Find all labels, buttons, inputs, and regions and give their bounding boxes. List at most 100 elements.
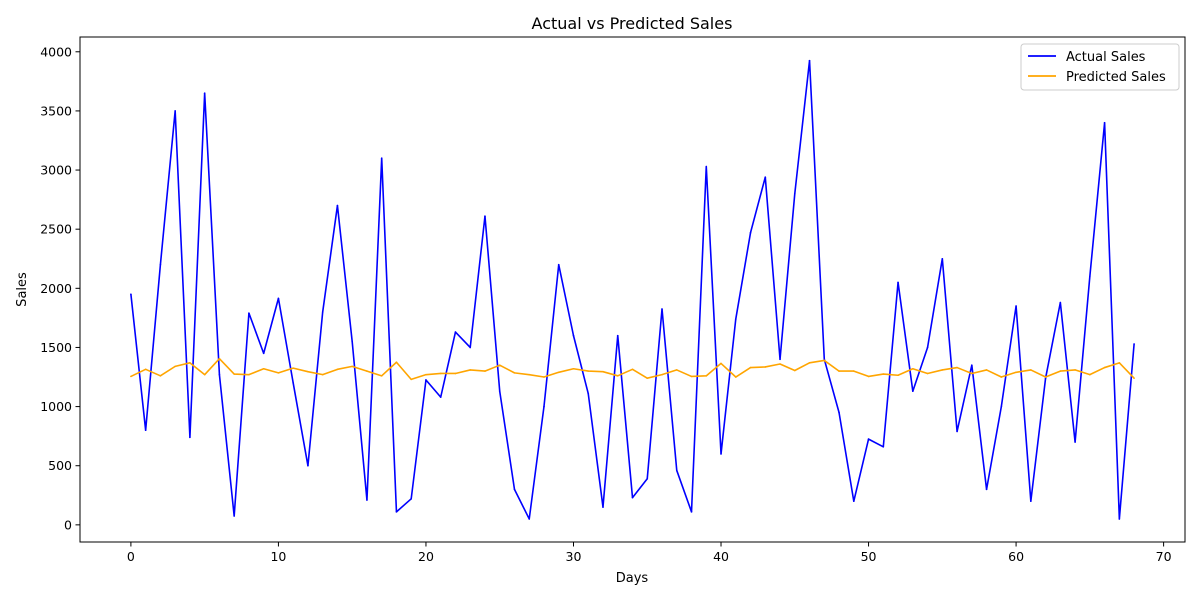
data-point-predicted-sales: [882, 373, 885, 375]
data-point-actual-sales: [602, 506, 604, 508]
data-point-actual-sales: [1074, 441, 1076, 443]
data-point-predicted-sales: [439, 372, 442, 375]
data-point-predicted-sales: [395, 361, 398, 364]
data-point-actual-sales: [130, 293, 132, 296]
data-point-actual-sales: [572, 334, 575, 337]
data-point-predicted-sales: [1133, 377, 1135, 380]
data-point-predicted-sales: [513, 372, 516, 374]
data-point-predicted-sales: [823, 359, 826, 362]
data-point-actual-sales: [616, 334, 619, 337]
data-point-actual-sales: [469, 346, 472, 349]
data-point-predicted-sales: [410, 378, 413, 381]
y-tick-label: 500: [48, 458, 72, 473]
data-point-predicted-sales: [425, 373, 427, 376]
data-point-predicted-sales: [616, 375, 619, 377]
data-point-actual-sales: [351, 340, 353, 343]
data-point-predicted-sales: [941, 369, 944, 371]
data-point-predicted-sales: [1059, 370, 1062, 372]
data-point-predicted-sales: [646, 377, 649, 380]
data-point-actual-sales: [867, 438, 870, 440]
data-point-predicted-sales: [321, 373, 324, 376]
data-point-predicted-sales: [690, 375, 693, 378]
x-tick-label: 30: [566, 549, 582, 564]
data-point-predicted-sales: [366, 370, 368, 372]
x-tick-label: 40: [713, 549, 729, 564]
data-point-predicted-sales: [543, 376, 545, 378]
data-point-predicted-sales: [779, 363, 781, 365]
data-point-predicted-sales: [498, 364, 501, 366]
data-point-actual-sales: [233, 515, 235, 517]
axes-frame: [79, 36, 1186, 543]
data-point-actual-sales: [336, 204, 339, 207]
data-point-predicted-sales: [336, 368, 339, 371]
data-point-actual-sales: [705, 165, 708, 168]
data-point-predicted-sales: [557, 371, 560, 374]
x-tick-label: 50: [861, 549, 877, 564]
data-point-predicted-sales: [985, 369, 988, 371]
data-point-predicted-sales: [262, 367, 265, 370]
data-point-actual-sales: [159, 263, 162, 266]
data-point-predicted-sales: [749, 366, 752, 369]
data-point-actual-sales: [174, 110, 176, 112]
data-point-actual-sales: [1103, 121, 1106, 124]
data-point-actual-sales: [513, 488, 516, 491]
data-point-actual-sales: [366, 499, 368, 501]
data-point-actual-sales: [587, 392, 590, 395]
data-point-actual-sales: [808, 59, 811, 62]
data-point-predicted-sales: [233, 373, 235, 375]
data-point-actual-sales: [985, 488, 988, 491]
data-point-actual-sales: [823, 358, 826, 361]
data-point-actual-sales: [262, 352, 265, 355]
data-point-actual-sales: [1133, 343, 1135, 345]
data-point-predicted-sales: [720, 362, 722, 365]
data-point-actual-sales: [1118, 518, 1121, 520]
y-tick-label: 3500: [40, 103, 72, 118]
data-point-actual-sales: [926, 346, 929, 349]
data-point-predicted-sales: [1000, 376, 1003, 378]
data-point-predicted-sales: [675, 369, 678, 371]
data-point-predicted-sales: [764, 366, 767, 368]
data-point-predicted-sales: [203, 373, 206, 376]
data-point-actual-sales: [882, 446, 885, 448]
data-point-actual-sales: [912, 390, 914, 393]
data-point-actual-sales: [1044, 377, 1047, 380]
data-point-predicted-sales: [1044, 376, 1047, 378]
y-tick-label: 3000: [40, 163, 72, 178]
legend-box: [1020, 43, 1180, 91]
data-point-actual-sales: [292, 382, 294, 384]
data-point-predicted-sales: [853, 370, 855, 372]
data-point-actual-sales: [1000, 405, 1003, 408]
legend-label-actual-sales: Actual Sales: [1066, 50, 1146, 65]
y-tick-label: 1500: [40, 340, 72, 355]
data-point-actual-sales: [498, 390, 501, 393]
data-point-actual-sales: [484, 215, 486, 217]
data-point-predicted-sales: [351, 365, 353, 368]
data-point-predicted-sales: [602, 370, 604, 373]
data-point-actual-sales: [203, 92, 206, 94]
data-point-predicted-sales: [572, 367, 575, 370]
data-point-predicted-sales: [159, 375, 162, 377]
data-point-actual-sales: [749, 231, 752, 234]
y-axis-label: Sales: [15, 272, 30, 307]
y-tick-label: 2000: [40, 281, 72, 296]
data-point-actual-sales: [720, 453, 722, 455]
data-point-actual-sales: [793, 192, 796, 195]
data-point-predicted-sales: [867, 375, 870, 378]
data-point-actual-sales: [189, 436, 191, 439]
data-point-predicted-sales: [469, 369, 472, 371]
data-point-actual-sales: [1030, 500, 1032, 503]
legend-label-predicted-sales: Predicted Sales: [1066, 70, 1166, 85]
data-point-actual-sales: [425, 379, 427, 381]
data-point-actual-sales: [1059, 301, 1062, 304]
data-point-actual-sales: [277, 297, 280, 300]
data-point-predicted-sales: [734, 376, 737, 378]
data-point-predicted-sales: [587, 370, 590, 372]
data-point-predicted-sales: [661, 373, 663, 376]
data-point-actual-sales: [395, 511, 398, 513]
data-point-predicted-sales: [808, 362, 811, 364]
data-point-actual-sales: [675, 469, 678, 472]
data-point-predicted-sales: [631, 368, 634, 371]
data-point-actual-sales: [853, 500, 855, 503]
data-point-predicted-sales: [292, 367, 294, 369]
